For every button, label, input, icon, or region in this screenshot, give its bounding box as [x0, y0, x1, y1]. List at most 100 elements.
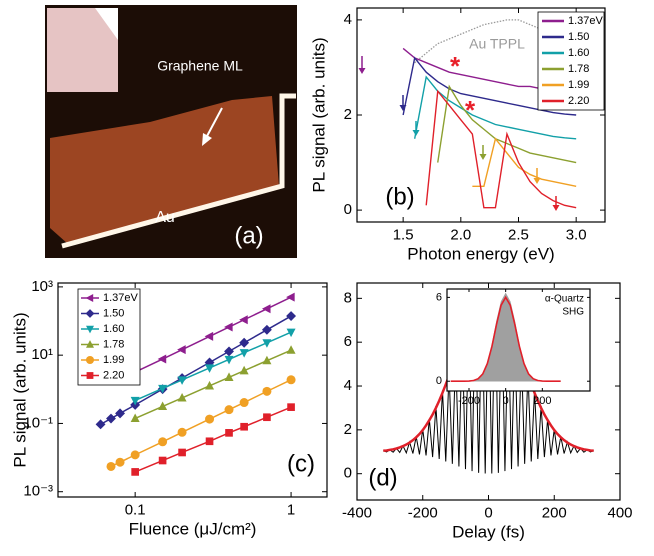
panel-label: (d) [368, 464, 397, 491]
excitation-arrowhead [412, 130, 420, 136]
data-marker [158, 437, 168, 447]
data-marker [239, 349, 249, 358]
data-marker [287, 403, 295, 411]
annotation: * [450, 51, 461, 81]
data-marker [177, 427, 187, 437]
x-tick-label: 200 [542, 504, 567, 521]
data-marker [86, 340, 94, 348]
data-marker [286, 292, 295, 302]
data-marker [262, 386, 272, 396]
legend-box [77, 288, 141, 386]
data-marker [239, 365, 249, 375]
y-tick-label: 10¹ [31, 346, 53, 363]
data-marker [205, 364, 215, 373]
y-tick-label: 8 [344, 289, 352, 306]
data-marker [239, 337, 250, 348]
excitation-arrowhead [533, 178, 541, 184]
data-marker [205, 414, 215, 424]
pointer-arrow [205, 107, 223, 139]
x-tick-label: 1 [287, 501, 295, 518]
gold-electrode [61, 93, 296, 249]
x-tick-label: 200 [533, 395, 551, 407]
data-marker [85, 309, 95, 318]
y-tick-label: 2 [344, 421, 352, 438]
excitation-arrowhead [399, 105, 407, 111]
y-tick-label: 6 [344, 333, 352, 350]
data-marker [239, 398, 249, 408]
data-marker [286, 375, 296, 385]
data-marker [130, 450, 140, 460]
data-marker [286, 311, 297, 321]
data-marker [115, 408, 125, 419]
data-marker [178, 448, 186, 457]
legend-label: 1.50 [568, 31, 589, 43]
y-tick-label: 10⁻³ [23, 483, 53, 500]
panel-label: (b) [385, 183, 414, 210]
data-marker [106, 413, 116, 424]
annotation: * [465, 95, 476, 125]
data-marker [224, 346, 234, 357]
excitation-arrowhead [358, 68, 366, 74]
x-tick-label: -200 [458, 395, 480, 407]
legend-label: 1.60 [568, 47, 589, 59]
data-marker [158, 401, 168, 411]
data-marker [177, 392, 187, 402]
data-marker [131, 468, 139, 476]
legend-label: 1.37eV [568, 15, 604, 27]
fit-line [110, 379, 292, 468]
spectrum-line [402, 56, 577, 116]
data-marker [286, 328, 296, 338]
x-axis-label: Photon energy (eV) [407, 244, 554, 263]
spectrum-line [437, 84, 577, 164]
graphene-flake [50, 96, 279, 244]
data-marker [86, 372, 94, 379]
data-marker [158, 456, 167, 465]
y-tick-label: 2 [344, 106, 352, 123]
data-marker [177, 376, 187, 385]
fit-line [134, 349, 292, 420]
reference-label: Au TPPL [469, 36, 525, 52]
y-tick-label: 6 [436, 291, 442, 303]
data-marker [95, 419, 106, 430]
data-marker [115, 457, 125, 467]
x-tick-label: 1.5 [393, 226, 414, 243]
data-marker [86, 356, 94, 364]
x-tick-label: 400 [607, 504, 632, 521]
spectrum-line [413, 75, 577, 140]
x-tick-label: -400 [342, 504, 372, 521]
data-marker [130, 413, 140, 423]
y-axis-label: PL signal (arb. units) [10, 312, 29, 467]
y-tick-label: 4 [344, 377, 352, 394]
data-marker [224, 372, 234, 381]
legend-label: 1.50 [103, 307, 124, 319]
plot-frame [446, 288, 591, 392]
y-tick-label: 4 [344, 11, 352, 28]
excitation-arrowhead [552, 205, 560, 211]
data-marker [240, 422, 248, 431]
legend-label: 2.20 [103, 369, 124, 381]
y-tick-label: 10⁻¹ [23, 414, 53, 431]
legend-label: 1.78 [568, 63, 589, 75]
x-tick-label: 0 [503, 395, 509, 407]
data-marker [224, 405, 234, 415]
x-tick-label: 0 [484, 504, 492, 521]
x-tick-label: 2.5 [508, 226, 529, 243]
data-marker [157, 354, 167, 364]
pointer-arrowhead [202, 133, 212, 146]
spectrum-line [472, 137, 577, 188]
y-tick-label: 0 [344, 201, 352, 218]
legend-label: 1.99 [568, 79, 589, 91]
reference-line [414, 19, 577, 64]
annotation: Au [155, 209, 175, 226]
inset-fit-line [450, 295, 561, 383]
x-axis-label: Delay (fs) [452, 522, 525, 541]
panel-label: (a) [234, 222, 263, 249]
data-marker [263, 413, 271, 422]
data-marker [158, 384, 168, 394]
legend-label: 1.60 [103, 323, 124, 335]
x-axis-label: Fluence (μJ/cm²) [129, 519, 257, 538]
data-marker [130, 396, 140, 406]
data-marker [261, 304, 271, 314]
annotation: Graphene ML [157, 58, 243, 74]
